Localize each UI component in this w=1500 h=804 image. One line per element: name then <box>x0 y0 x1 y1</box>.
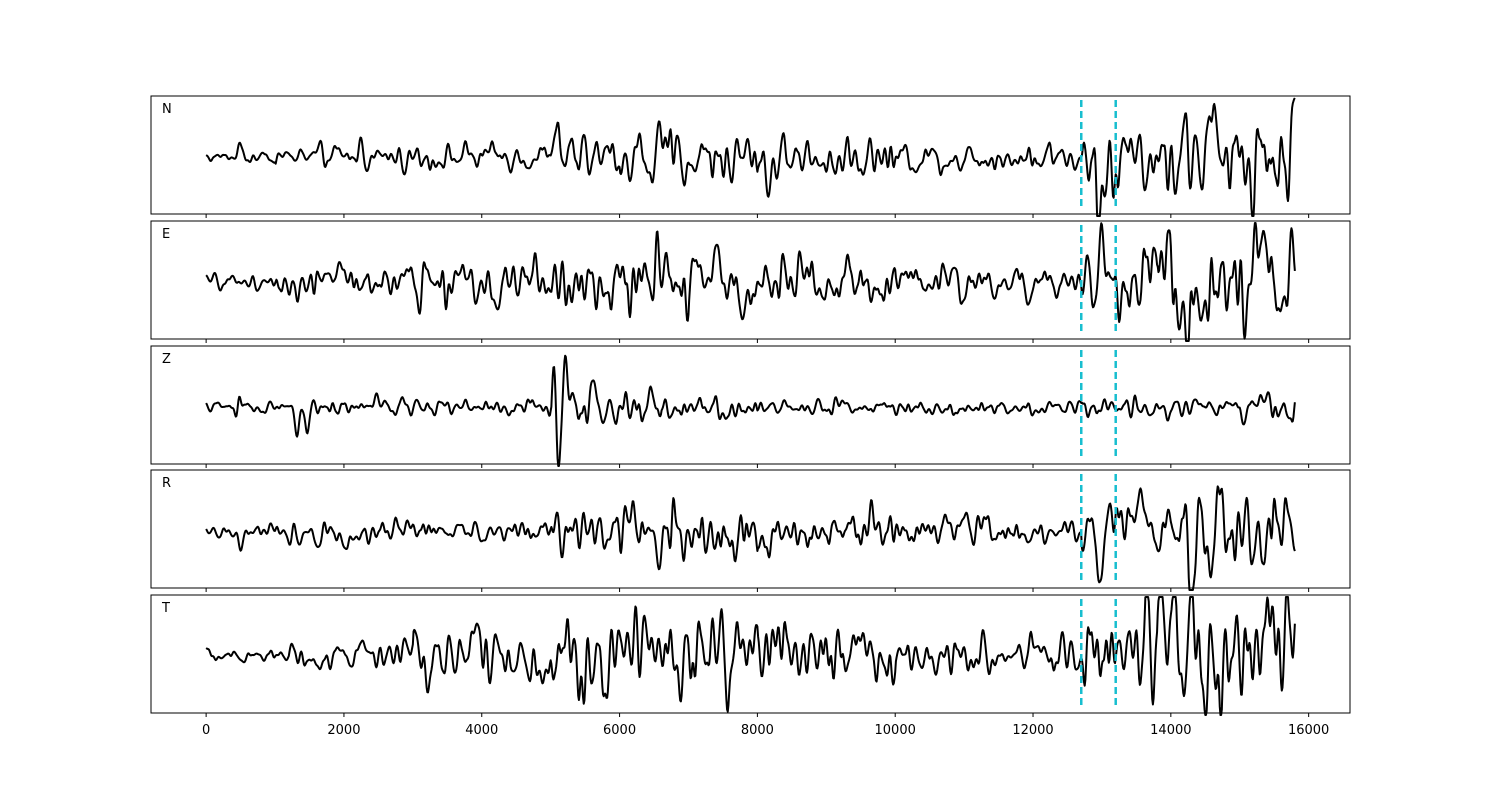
panel-z: Z <box>150 345 1351 468</box>
x-tick-label: 0 <box>202 723 210 738</box>
panel-frame <box>150 469 1351 589</box>
panel-frame <box>150 594 1351 714</box>
panel-label: T <box>161 601 170 616</box>
panel-n: N <box>150 95 1351 218</box>
panel-t: T <box>150 594 1351 717</box>
x-tick-label: 4000 <box>465 723 498 738</box>
panel-r: R <box>150 469 1351 592</box>
panel-label: E <box>162 227 170 242</box>
waveform-t <box>205 596 1296 716</box>
x-tick-label: 16000 <box>1288 723 1329 738</box>
x-tick-label: 2000 <box>327 723 360 738</box>
x-tick-label: 6000 <box>603 723 636 738</box>
x-tick-label: 8000 <box>741 723 774 738</box>
panel-frame <box>150 95 1351 215</box>
panel-label: Z <box>162 352 171 367</box>
waveform-n <box>205 97 1296 217</box>
panel-e: E <box>150 220 1351 343</box>
waveform-r <box>205 485 1296 591</box>
panel-frame <box>150 345 1351 465</box>
x-tick-label: 10000 <box>875 723 916 738</box>
waveform-z <box>205 354 1296 467</box>
x-tick-label: 12000 <box>1012 723 1053 738</box>
panel-frame <box>150 220 1351 340</box>
panel-label: R <box>162 476 171 491</box>
waveform-e <box>205 222 1296 342</box>
x-tick-label: 14000 <box>1150 723 1191 738</box>
panel-label: N <box>162 102 172 117</box>
